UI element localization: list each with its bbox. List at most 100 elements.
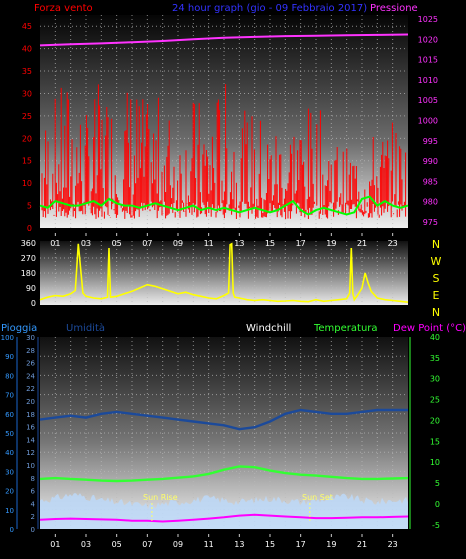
humidity-tick-label: 14 [26, 436, 35, 444]
rain-tick-label: 80 [5, 372, 14, 380]
gust-baseline-series [39, 195, 409, 216]
x-tick-label: 07 [142, 540, 152, 549]
pressure-series [39, 33, 409, 47]
temperature-tick-label: 25 [430, 396, 440, 405]
temperature-tick-label: 15 [430, 437, 440, 446]
x-tick-label: 15 [265, 239, 275, 248]
direction-tick-label: 180 [21, 269, 36, 278]
wind-speed-tick-label: 45 [22, 22, 32, 31]
wind-speed-series [41, 84, 407, 219]
dew-point-series [39, 513, 409, 523]
x-tick-label: 03 [81, 540, 91, 549]
humidity-tick-label: 12 [26, 449, 35, 457]
sun-rise-label: Sun Rise [143, 493, 178, 502]
x-tick-label: 01 [50, 239, 60, 248]
x-tick-label: 19 [326, 540, 336, 549]
legend-pioggia: Pioggia [1, 323, 37, 334]
wind-speed-tick-label: 35 [22, 67, 32, 76]
rain-tick-label: 60 [5, 411, 14, 419]
rain-tick-label: 40 [5, 449, 14, 457]
temperature-tick-label: 0 [435, 500, 440, 509]
wind-speed-tick-label: 40 [22, 45, 32, 54]
x-tick-label: 07 [142, 239, 152, 248]
pressure-tick-label: 990 [423, 157, 438, 166]
x-tick-label: 03 [81, 239, 91, 248]
legend-umidita: Umidità [66, 322, 105, 334]
wind-speed-tick-label: 20 [22, 134, 32, 143]
compass-label: S [433, 272, 440, 285]
compass-label: N [432, 238, 440, 251]
legend-dew-point: Dew Point (°C) [393, 323, 466, 334]
legend-windchill: Windchill [246, 323, 291, 334]
humidity-tick-label: 6 [31, 488, 36, 496]
wind-speed-tick-label: 10 [22, 179, 32, 188]
x-tick-label: 21 [357, 239, 367, 248]
temperature-tick-label: 30 [430, 375, 440, 384]
x-tick-label: 17 [296, 239, 306, 248]
wind-speed-tick-label: 15 [22, 157, 32, 166]
wind-speed-tick-label: 5 [27, 202, 32, 211]
humidity-tick-label: 16 [26, 424, 35, 432]
wind-speed-tick-label: 30 [22, 89, 32, 98]
humidity-tick-label: 2 [31, 513, 35, 521]
x-tick-label: 23 [388, 540, 398, 549]
direction-tick-label: 270 [21, 254, 36, 263]
humidity-tick-label: 4 [31, 500, 36, 508]
pressure-tick-label: 1010 [418, 76, 438, 85]
temperature-tick-label: 5 [435, 479, 440, 488]
compass-label: N [432, 306, 440, 319]
wind-speed-tick-label: 0 [27, 224, 32, 233]
humidity-series [39, 408, 408, 431]
compass-label: E [433, 289, 440, 302]
temperature-tick-label: 40 [430, 333, 440, 342]
x-tick-label: 19 [326, 239, 336, 248]
temperature-tick-label: 20 [430, 416, 440, 425]
direction-tick-label: 90 [26, 284, 36, 293]
humidity-tick-label: 24 [26, 372, 35, 380]
x-tick-label: 05 [112, 239, 122, 248]
pressure-axis-label: Pressione [370, 3, 418, 14]
humidity-tick-label: 28 [26, 347, 35, 355]
temperature-tick-label: 35 [430, 354, 440, 363]
compass-label: W [431, 255, 442, 268]
sun-set-label: Sun Set [302, 493, 333, 502]
humidity-tick-label: 8 [31, 475, 35, 483]
temperature-tick-label: -5 [432, 521, 440, 530]
x-tick-label: 01 [50, 540, 60, 549]
x-tick-label: 15 [265, 540, 275, 549]
x-tick-label: 11 [204, 540, 214, 549]
rain-tick-label: 90 [5, 353, 14, 361]
pressure-tick-label: 1020 [418, 35, 438, 44]
rain-tick-label: 70 [5, 392, 14, 400]
chart-title: 24 hour graph (gio - 09 Febbraio 2017) [172, 3, 367, 14]
rain-tick-label: 20 [5, 488, 14, 496]
pressure-tick-label: 1025 [418, 15, 438, 24]
pressure-tick-label: 1015 [418, 56, 438, 65]
pressure-tick-label: 985 [423, 177, 438, 186]
x-tick-label: 17 [296, 540, 306, 549]
wind-axis-label: Forza vento [34, 3, 93, 14]
humidity-tick-label: 20 [26, 398, 35, 406]
rain-tick-label: 0 [10, 526, 14, 534]
rain-tick-label: 30 [5, 468, 14, 476]
x-tick-label: 13 [234, 540, 244, 549]
humidity-tick-label: 18 [26, 411, 35, 419]
x-tick-label: 09 [173, 239, 183, 248]
x-tick-label: 23 [388, 239, 398, 248]
rain-tick-label: 50 [5, 430, 14, 438]
x-tick-label: 09 [173, 540, 183, 549]
legend-temperatura: Temperatura [313, 323, 378, 334]
temperature-tick-label: 10 [430, 458, 440, 467]
humidity-tick-label: 30 [26, 334, 35, 342]
rain-tick-label: 100 [1, 334, 14, 342]
x-tick-label: 11 [204, 239, 214, 248]
rain-tick-label: 10 [5, 507, 14, 515]
wind-speed-tick-label: 25 [22, 112, 32, 121]
pressure-tick-label: 975 [423, 218, 438, 227]
pressure-tick-label: 980 [423, 198, 438, 207]
pressure-tick-label: 1000 [418, 116, 438, 125]
pressure-tick-label: 995 [423, 137, 438, 146]
temperature-series [39, 465, 409, 483]
